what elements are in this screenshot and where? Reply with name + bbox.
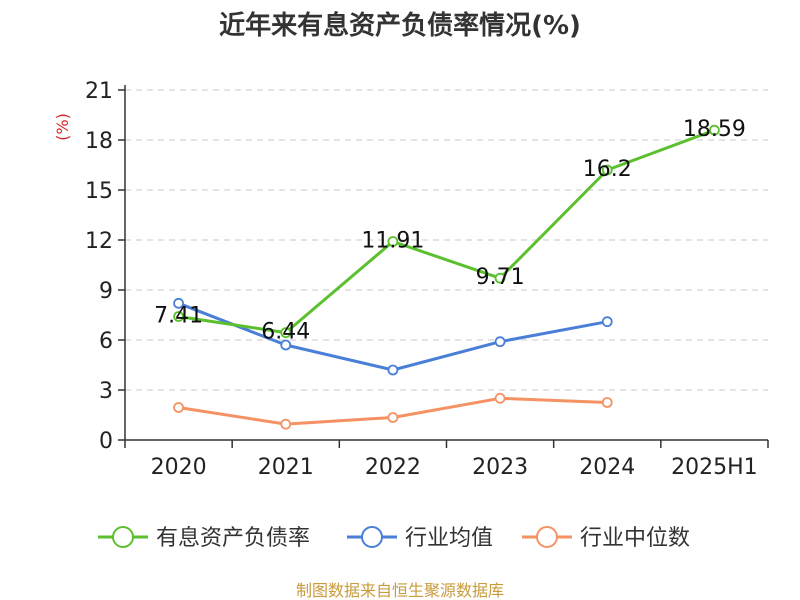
series-1 bbox=[173, 297, 613, 376]
y-axis-unit-label: (%) bbox=[53, 113, 72, 141]
legend-swatch-marker bbox=[536, 526, 558, 548]
x-tick-label: 2024 bbox=[579, 455, 635, 480]
data-point bbox=[173, 311, 184, 322]
source-note: 制图数据来自恒生聚源数据库 bbox=[296, 581, 504, 600]
series-line bbox=[178, 301, 608, 372]
data-label: 7.41 bbox=[154, 304, 203, 329]
data-point bbox=[280, 339, 292, 351]
data-point bbox=[387, 364, 399, 376]
data-point bbox=[173, 402, 184, 413]
x-tick-label: 2023 bbox=[472, 455, 528, 480]
y-tick-label: 3 bbox=[99, 379, 113, 404]
axes: 0 3 6 9 12 15 18 21 2020 2021 2022 2023 2024 2025H1 bbox=[85, 79, 769, 480]
legend-label: 行业中位数 bbox=[580, 526, 690, 551]
gridlines bbox=[125, 89, 768, 391]
x-tick-label: 2025H1 bbox=[671, 455, 758, 480]
chart-title: 近年来有息资产负债率情况(%) bbox=[219, 10, 581, 41]
series-0 bbox=[173, 124, 720, 339]
legend-swatch-marker bbox=[361, 526, 383, 548]
data-label: 6.44 bbox=[261, 320, 310, 345]
data-point bbox=[280, 327, 292, 339]
y-tick-label: 18 bbox=[85, 129, 113, 154]
data-labels: 7.41 6.44 11.91 9.71 16.2 18.59 bbox=[154, 117, 746, 344]
series-line bbox=[178, 128, 715, 335]
legend-label: 行业均值 bbox=[405, 526, 493, 551]
data-point bbox=[601, 397, 613, 408]
data-point bbox=[601, 164, 613, 176]
x-tick-label: 2020 bbox=[151, 455, 207, 480]
series-layer bbox=[173, 124, 720, 430]
y-tick-label: 21 bbox=[85, 79, 113, 104]
data-point bbox=[387, 412, 399, 423]
data-point bbox=[173, 297, 184, 309]
data-point bbox=[280, 418, 292, 430]
data-label: 11.91 bbox=[361, 229, 424, 254]
series-2 bbox=[173, 392, 613, 430]
data-label: 9.71 bbox=[476, 265, 525, 290]
data-point bbox=[601, 316, 613, 328]
legend-swatch-marker bbox=[112, 526, 134, 548]
y-tick-label: 6 bbox=[99, 329, 113, 354]
legend-label: 有息资产负债率 bbox=[156, 526, 310, 551]
data-point bbox=[494, 272, 506, 284]
data-point bbox=[709, 124, 720, 136]
y-tick-label: 0 bbox=[99, 429, 113, 454]
x-tick-label: 2022 bbox=[365, 455, 421, 480]
y-tick-label: 9 bbox=[99, 279, 113, 304]
data-point bbox=[494, 336, 506, 348]
data-label: 16.2 bbox=[583, 157, 632, 182]
x-tick-label: 2021 bbox=[258, 455, 314, 480]
y-tick-label: 12 bbox=[85, 229, 113, 254]
data-point bbox=[494, 392, 506, 404]
y-tick-label: 15 bbox=[85, 179, 113, 204]
data-label: 18.59 bbox=[683, 117, 746, 142]
data-point bbox=[387, 236, 399, 247]
legend: 有息资产负债率 行业均值 行业中位数 bbox=[98, 526, 690, 551]
